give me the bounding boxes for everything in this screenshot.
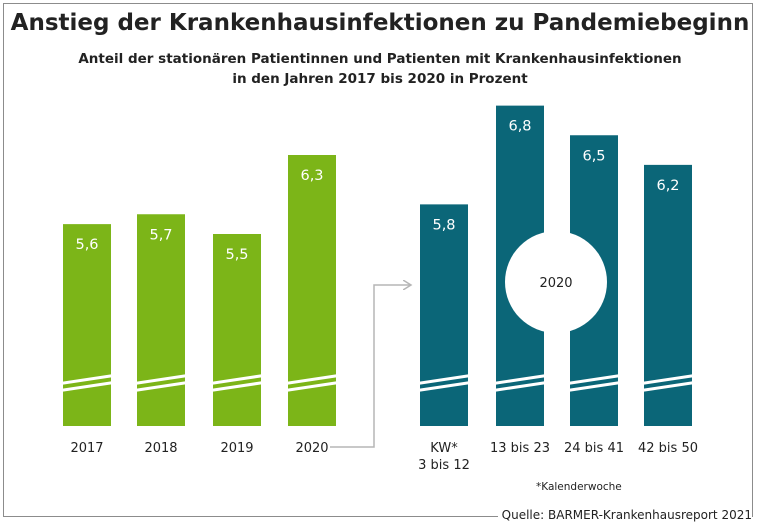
value-label: 5,8	[432, 217, 455, 233]
category-label: 2017	[70, 441, 103, 456]
category-label: 2019	[220, 441, 253, 456]
axis-break-mark	[130, 373, 192, 386]
bar-0-2	[213, 234, 261, 426]
category-label: 2020	[295, 441, 328, 456]
year-circle	[505, 231, 607, 333]
axis-break-mark	[130, 380, 192, 393]
value-label: 6,3	[300, 168, 323, 184]
value-label: 6,5	[582, 148, 605, 164]
bar-0-1	[137, 214, 185, 426]
axis-break-mark	[563, 373, 625, 386]
axis-break-mark	[56, 373, 118, 386]
value-label: 5,7	[149, 227, 172, 243]
chart-subtitle: Anteil der stationären Patientinnen und …	[0, 49, 760, 89]
axis-break-mark	[206, 373, 268, 386]
axis-break-mark	[281, 380, 343, 393]
category-label: 42 bis 50	[638, 441, 698, 456]
axis-break-mark	[563, 380, 625, 393]
bar-1-0	[420, 204, 468, 426]
value-label: 5,5	[225, 247, 248, 263]
subtitle-line-2: in den Jahren 2017 bis 2020 in Prozent	[232, 71, 528, 87]
category-label: KW*	[430, 441, 458, 456]
axis-break-mark	[637, 380, 699, 393]
chart-frame	[3, 3, 753, 517]
axis-break-mark	[413, 380, 475, 393]
axis-break-mark	[489, 373, 551, 386]
bar-0-0	[63, 224, 111, 426]
circle-label: 2020	[539, 276, 572, 291]
axis-break-mark	[489, 380, 551, 393]
axis-break-mark	[637, 373, 699, 386]
value-label: 6,8	[508, 119, 531, 135]
connector-arrow	[330, 285, 410, 448]
axis-break-mark	[56, 380, 118, 393]
footnote: *Kalenderwoche	[536, 481, 622, 493]
category-label: 2018	[144, 441, 177, 456]
value-label: 5,6	[75, 237, 98, 253]
category-label: 3 bis 12	[418, 458, 470, 473]
category-label: 24 bis 41	[564, 441, 624, 456]
subtitle-line-1: Anteil der stationären Patientinnen und …	[78, 51, 682, 67]
axis-break-mark	[413, 373, 475, 386]
value-label: 6,2	[656, 178, 679, 194]
category-label: 13 bis 23	[490, 441, 550, 456]
chart-title: Anstieg der Krankenhausinfektionen zu Pa…	[10, 10, 750, 36]
axis-break-mark	[281, 373, 343, 386]
source-note: Quelle: BARMER-Krankenhausreport 2021	[497, 508, 752, 522]
axis-break-mark	[206, 380, 268, 393]
